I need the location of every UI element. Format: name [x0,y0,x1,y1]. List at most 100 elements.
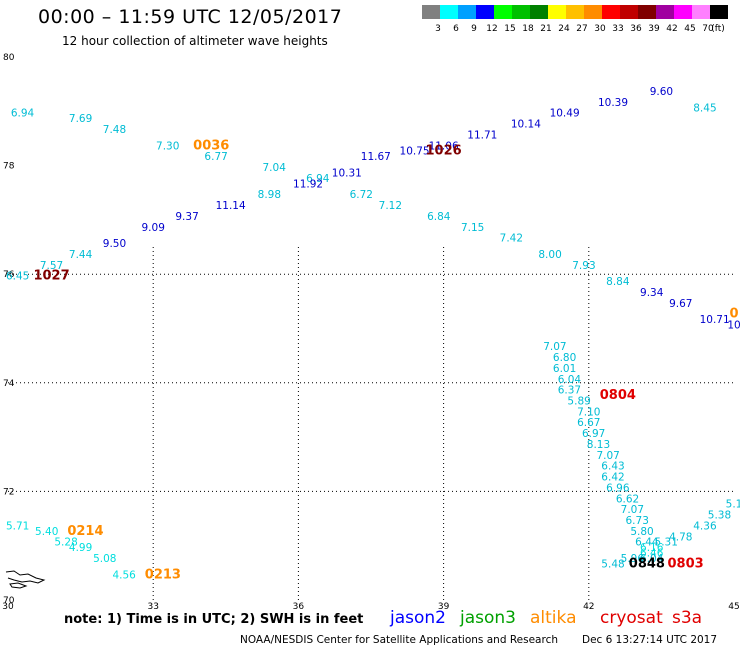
wave-height-label: 7.44 [69,249,93,261]
wave-height-label: 6.43 [601,461,624,473]
coastline-fragment [9,582,28,589]
wave-height-label: 10.49 [550,108,580,120]
wave-height-label: 9.09 [142,222,165,234]
legend-label: 42 [666,24,677,34]
wave-height-label: 10.75 [400,146,430,158]
page-subtitle: 12 hour collection of altimeter wave hei… [62,34,328,48]
wave-height-label: 6.42 [601,472,624,484]
legend-swatch [548,5,566,19]
legend-label: 33 [612,24,623,34]
wave-height-label: 11.67 [361,151,391,163]
pass-time-label: 0 [729,307,738,322]
page-title: 00:00 – 11:59 UTC 12/05/2017 [38,6,343,28]
legend-swatch [440,5,458,19]
wave-height-label: 6.01 [553,363,576,375]
axis-tick-labels: 30 33 36 39 42 45 80 78 76 74 72 70 [2,53,739,612]
legend-label: 39 [648,24,660,34]
legend-label: 21 [540,24,551,34]
wave-height-label: 6.16 [640,542,664,554]
wave-height-label: 7.07 [621,504,644,516]
lat-tick-label: 74 [3,379,15,389]
wave-height-label: 6.37 [558,385,581,397]
wave-height-label: 5.1 [726,499,740,511]
wave-height-label: 7.42 [500,233,523,245]
wave-height-label: 9.37 [175,211,198,223]
wave-height-label: 7.15 [461,222,484,234]
credit-text: NOAA/NESDIS Center for Satellite Applica… [240,634,558,646]
wave-height-label: 6.77 [204,151,227,163]
legend-label: 3 [435,24,441,34]
lon-tick-label: 33 [147,602,158,612]
legend-label: 70 [702,24,714,34]
legend-label: 36 [630,24,642,34]
wave-height-label: 8.00 [538,249,561,261]
pass-time-label: 1027 [33,269,69,284]
wave-height-label: 6.94 [11,108,35,120]
wave-height-label: 4.56 [112,569,136,581]
lat-tick-label: 76 [3,270,15,280]
wave-height-label: 7.48 [103,124,126,136]
wave-height-label: 5.96 [621,553,645,565]
satellite-name: jason2 [390,608,446,628]
wave-height-label: 6.94 [306,173,330,185]
legend-swatch [512,5,530,19]
footer-note: note: 1) Time is in UTC; 2) SWH is in fe… [64,612,364,627]
legend-swatch [476,5,494,19]
wave-height-label: 5.71 [6,520,29,532]
lon-tick-label: 39 [438,602,450,612]
wave-height-label: 9.67 [669,298,692,310]
generated-timestamp: Dec 6 13:27:14 UTC 2017 [582,634,718,646]
wave-height-label: 5.08 [93,553,116,565]
wave-height-label: 4.78 [669,531,692,543]
wave-height-label: 7.04 [263,162,287,174]
wave-height-label: 6.45 [6,271,29,283]
satellite-name: jason3 [460,608,516,628]
wave-height-label: 6.46 [640,548,664,560]
wave-height-label: 8.84 [606,276,630,288]
wave-height-label: 5.40 [35,526,58,538]
wave-height-label: 4.99 [69,542,92,554]
legend-swatch [710,5,728,19]
wave-height-label: 11.92 [293,178,323,190]
wave-height-label: 6.80 [553,352,576,364]
coastline [5,570,46,589]
legend-swatch [638,5,656,19]
wave-height-label: 7.30 [156,140,179,152]
pass-time-label: 0804 [600,388,636,403]
wave-height-label: 11.06 [429,140,459,152]
lon-tick-label: 45 [728,602,739,612]
wave-height-label: 7.07 [543,341,566,353]
legend-swatch [674,5,692,19]
wave-height-label: 5.80 [630,526,653,538]
lat-tick-label: 70 [3,596,15,606]
wave-height-label: 7.10 [577,406,600,418]
wave-height-label: 5.48 [601,558,624,570]
wave-height-label: 7.57 [40,260,63,272]
lon-tick-label: 30 [2,602,14,612]
wave-height-label: 6.73 [626,515,649,527]
legend-swatch [584,5,602,19]
legend-label: 15 [504,24,515,34]
wave-height-label: 6.97 [582,428,605,440]
legend-label: 18 [522,24,534,34]
pass-time-label: 0848 [629,556,665,571]
wave-height-label: 7.12 [379,200,402,212]
wave-height-label: 5.89 [567,396,590,408]
lat-tick-label: 72 [3,487,14,497]
legend-unit: (ft) [711,24,725,34]
wave-height-label: 5.31 [655,537,678,549]
legend-label: 45 [684,24,695,34]
wave-height-label: 6.62 [616,493,639,505]
wave-height-label: 11.14 [216,200,246,212]
lat-tick-label: 78 [3,162,15,172]
wave-height-label: 8.98 [258,189,281,201]
wave-height-label: 9.50 [103,238,126,250]
legend-swatch [620,5,638,19]
wave-height-label: 9.34 [640,287,664,299]
satellite-name: cryosat [600,608,663,628]
wave-height-label: 7.69 [69,113,92,125]
wave-height-label: 5.38 [708,510,731,522]
lat-tick-label: 80 [3,53,15,63]
